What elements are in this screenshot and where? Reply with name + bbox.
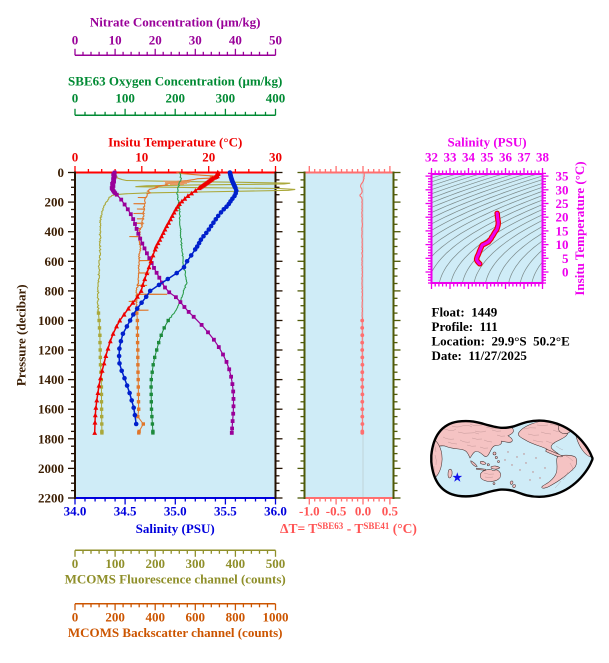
svg-text:Insitu Temperature (°C): Insitu Temperature (°C) — [108, 135, 242, 150]
svg-text:34.5: 34.5 — [114, 504, 137, 519]
svg-text:34.0: 34.0 — [64, 504, 87, 519]
svg-text:Location: 29.9°S 50.2°E: Location: 29.9°S 50.2°E — [432, 334, 570, 349]
svg-text:600: 600 — [45, 254, 65, 269]
svg-text:1400: 1400 — [38, 372, 64, 387]
svg-text:32: 32 — [425, 150, 438, 165]
svg-text:SBE63 Oxygen Concentration (μm: SBE63 Oxygen Concentration (μm/kg) — [68, 74, 282, 89]
svg-text:0.5: 0.5 — [382, 504, 399, 519]
svg-text:600: 600 — [186, 610, 206, 625]
svg-text:Salinity (PSU): Salinity (PSU) — [447, 135, 526, 150]
svg-text:35.0: 35.0 — [164, 504, 187, 519]
svg-text:200: 200 — [165, 91, 185, 106]
svg-text:500: 500 — [266, 556, 286, 571]
svg-text:30: 30 — [189, 33, 202, 48]
svg-text:1600: 1600 — [38, 402, 64, 417]
svg-text:36: 36 — [499, 150, 513, 165]
svg-text:800: 800 — [45, 283, 65, 298]
svg-text:10: 10 — [109, 33, 122, 48]
svg-text:35: 35 — [556, 169, 570, 184]
svg-text:300: 300 — [216, 91, 236, 106]
svg-text:400: 400 — [266, 91, 286, 106]
svg-text:ΔT= TSBE63 - TSBE41 (°C): ΔT= TSBE63 - TSBE41 (°C) — [280, 521, 417, 536]
svg-text:2000: 2000 — [38, 461, 64, 476]
svg-text:Pressure (decibar): Pressure (decibar) — [13, 284, 28, 386]
svg-text:300: 300 — [186, 556, 206, 571]
svg-text:0.0: 0.0 — [355, 504, 371, 519]
svg-text:200: 200 — [45, 195, 65, 210]
svg-text:Float: 1449: Float: 1449 — [432, 305, 498, 320]
svg-text:10: 10 — [135, 150, 148, 165]
svg-text:-1.0: -1.0 — [299, 504, 320, 519]
svg-text:Profile: 111: Profile: 111 — [432, 319, 498, 334]
svg-text:-0.5: -0.5 — [326, 504, 347, 519]
svg-text:100: 100 — [115, 91, 135, 106]
svg-text:15: 15 — [556, 223, 570, 238]
svg-text:Date: 11/27/2025: Date: 11/27/2025 — [432, 348, 528, 363]
svg-text:0: 0 — [562, 265, 569, 280]
svg-text:0: 0 — [72, 610, 79, 625]
svg-text:36.0: 36.0 — [264, 504, 287, 519]
svg-text:100: 100 — [105, 556, 125, 571]
svg-text:2200: 2200 — [38, 491, 64, 506]
svg-text:400: 400 — [45, 224, 65, 239]
svg-text:40: 40 — [229, 33, 242, 48]
svg-text:0: 0 — [72, 150, 79, 165]
svg-text:MCOMS Backscatter channel (cou: MCOMS Backscatter channel (counts) — [68, 625, 283, 640]
svg-text:0: 0 — [72, 91, 79, 106]
svg-text:35.5: 35.5 — [214, 504, 237, 519]
svg-text:20: 20 — [149, 33, 162, 48]
svg-text:1800: 1800 — [38, 431, 64, 446]
svg-text:0: 0 — [58, 165, 65, 180]
svg-text:Salinity (PSU): Salinity (PSU) — [136, 521, 215, 536]
svg-text:38: 38 — [536, 150, 550, 165]
svg-text:800: 800 — [226, 610, 246, 625]
svg-text:200: 200 — [105, 610, 125, 625]
svg-text:MCOMS Fluorescence channel (co: MCOMS Fluorescence channel (counts) — [65, 572, 286, 587]
svg-text:30: 30 — [556, 182, 569, 197]
svg-text:5: 5 — [562, 251, 569, 266]
svg-text:37: 37 — [518, 150, 532, 165]
svg-text:35: 35 — [481, 150, 495, 165]
svg-text:50: 50 — [269, 33, 282, 48]
svg-text:0: 0 — [72, 556, 79, 571]
svg-text:33: 33 — [444, 150, 458, 165]
svg-text:34: 34 — [462, 150, 476, 165]
svg-text:30: 30 — [269, 150, 282, 165]
svg-text:Insitu Temperature (°C): Insitu Temperature (°C) — [572, 161, 587, 295]
svg-text:Nitrate Concentration (μm/kg): Nitrate Concentration (μm/kg) — [90, 15, 261, 30]
svg-text:20: 20 — [202, 150, 215, 165]
svg-text:400: 400 — [226, 556, 246, 571]
svg-text:200: 200 — [145, 556, 165, 571]
svg-text:25: 25 — [556, 196, 570, 211]
svg-text:1000: 1000 — [38, 313, 64, 328]
svg-text:400: 400 — [145, 610, 165, 625]
svg-text:10: 10 — [556, 237, 569, 252]
svg-text:20: 20 — [556, 210, 569, 225]
svg-text:1000: 1000 — [263, 610, 289, 625]
svg-text:0: 0 — [72, 33, 79, 48]
svg-text:1200: 1200 — [38, 343, 64, 358]
